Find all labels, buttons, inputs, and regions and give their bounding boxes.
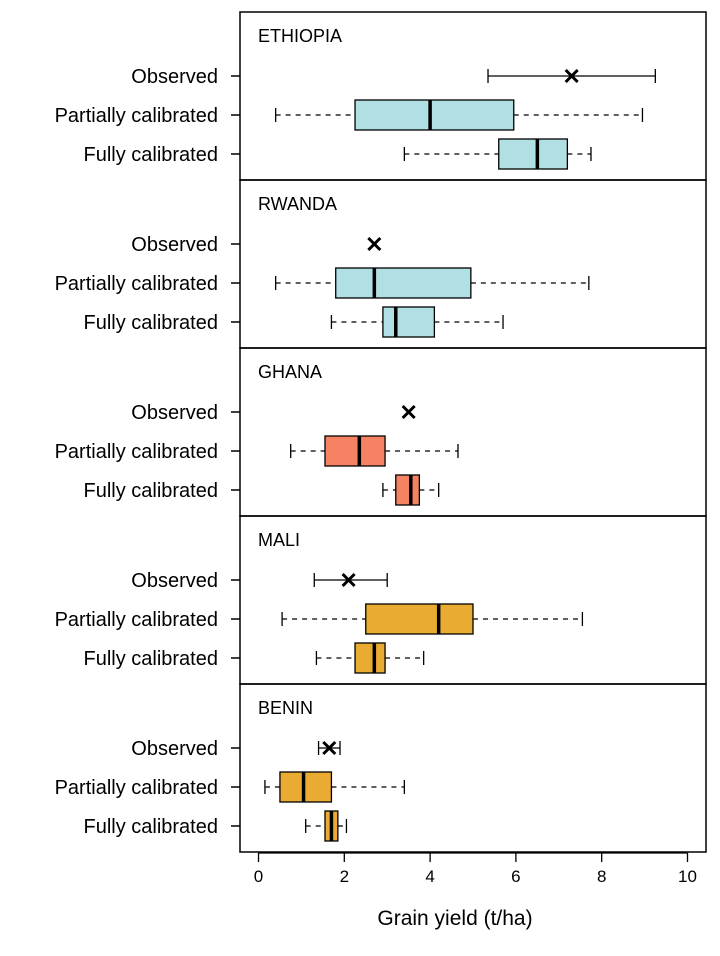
- row-label: Partially calibrated: [55, 273, 218, 295]
- iqr-box: [498, 138, 569, 170]
- panel-rwanda: RWANDA Observed Partially calibrated Fully …: [55, 179, 707, 349]
- panel-title: RWANDA: [258, 194, 337, 214]
- row-label: Observed: [131, 234, 218, 256]
- box-partially-calibrated: [290, 435, 459, 467]
- iqr-box: [395, 474, 421, 506]
- iqr-box: [382, 306, 436, 338]
- row-label: Observed: [131, 66, 218, 88]
- row-label: Partially calibrated: [55, 609, 218, 631]
- panel-frame: [239, 683, 707, 853]
- box-partially-calibrated: [281, 603, 584, 635]
- box-fully-calibrated: [315, 642, 425, 674]
- panel-title: BENIN: [258, 698, 313, 718]
- panel-ethiopia: ETHIOPIA Observed Partially calibrated Full…: [55, 11, 707, 181]
- box-fully-calibrated: [403, 138, 592, 170]
- x-tick-label: 2: [340, 867, 349, 886]
- x-tick-label: 10: [678, 867, 697, 886]
- row-label: Observed: [131, 570, 218, 592]
- box-partially-calibrated: [264, 771, 406, 803]
- row-label: Fully calibrated: [83, 648, 218, 670]
- panel-title: GHANA: [258, 362, 322, 382]
- observed-mean-marker: [401, 404, 416, 420]
- x-tick-label: 8: [597, 867, 606, 886]
- row-label: Partially calibrated: [55, 777, 218, 799]
- panel-title: MALI: [258, 530, 300, 550]
- panel-frame: [239, 515, 707, 685]
- observed-mean-marker: [341, 572, 356, 588]
- iqr-box: [279, 771, 333, 803]
- box-partially-calibrated: [275, 267, 590, 299]
- panel-ghana: GHANA Observed Partially calibrated Fully c…: [55, 347, 707, 517]
- iqr-box: [354, 99, 515, 131]
- row-label: Fully calibrated: [83, 312, 218, 334]
- observed-mean-marker: [564, 68, 579, 84]
- x-tick-label: 4: [425, 867, 434, 886]
- box-fully-calibrated: [330, 306, 504, 338]
- row-label: Fully calibrated: [83, 144, 218, 166]
- row-label: Fully calibrated: [83, 480, 218, 502]
- row-label: Partially calibrated: [55, 105, 218, 127]
- row-label: Observed: [131, 402, 218, 424]
- row-label: Fully calibrated: [83, 816, 218, 838]
- iqr-box: [335, 267, 472, 299]
- x-tick-label: 6: [511, 867, 520, 886]
- x-axis: 0 2 4 6 8 10: [254, 852, 697, 886]
- x-axis-title: Grain yield (t/ha): [377, 907, 532, 930]
- panel-benin: BENIN Observed Partially calibrated Fully c…: [55, 683, 707, 853]
- iqr-box: [365, 603, 474, 635]
- panel-mali: MALI Observed Partially calibrated Fully ca…: [55, 515, 707, 685]
- box-partially-calibrated: [275, 99, 644, 131]
- box-fully-calibrated: [382, 474, 440, 506]
- iqr-box: [354, 642, 386, 674]
- panels-layer: ETHIOPIA Observed Partially calibrated Full…: [55, 11, 707, 853]
- panel-title: ETHIOPIA: [258, 26, 342, 46]
- box-fully-calibrated: [305, 810, 348, 842]
- observed-mean-marker: [322, 740, 337, 756]
- observed-mean-marker: [367, 236, 382, 252]
- row-label: Observed: [131, 738, 218, 760]
- row-label: Partially calibrated: [55, 441, 218, 463]
- x-tick-label: 0: [254, 867, 263, 886]
- iqr-box: [324, 435, 386, 467]
